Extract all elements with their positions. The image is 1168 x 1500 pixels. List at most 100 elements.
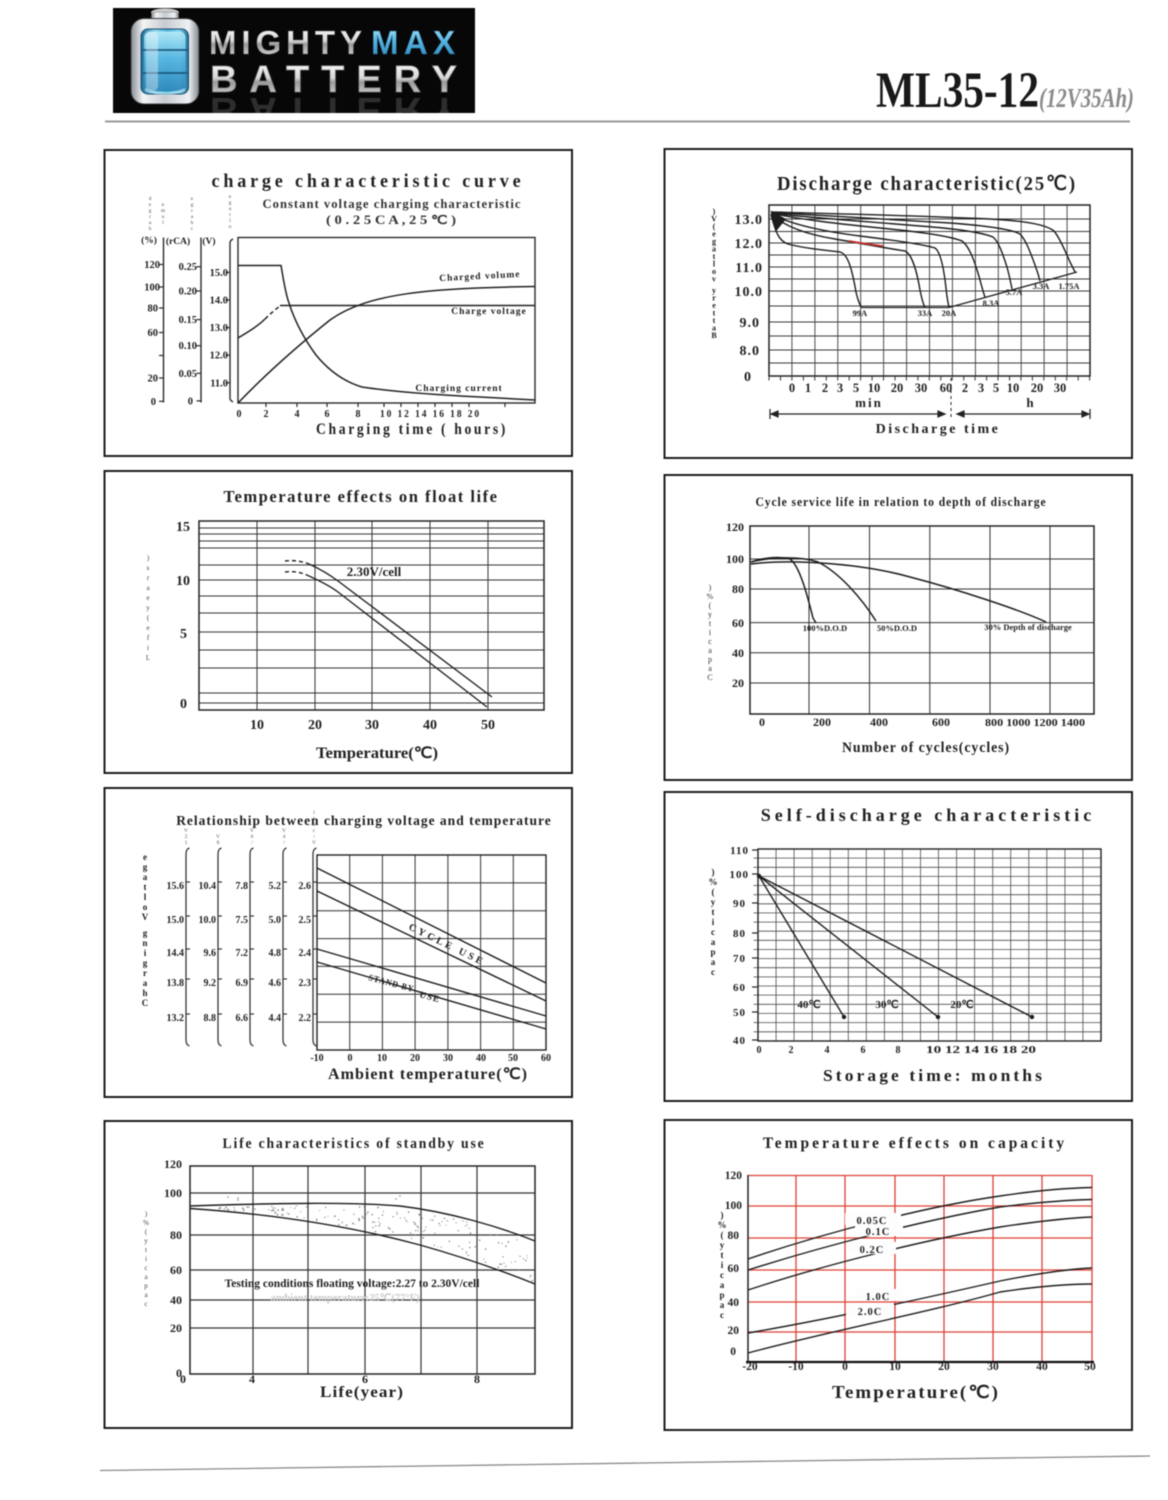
svg-text:200: 200 bbox=[813, 715, 831, 729]
svg-text:15: 15 bbox=[176, 520, 190, 535]
svg-text:30: 30 bbox=[1054, 381, 1067, 395]
svg-text:Temperature(℃): Temperature(℃) bbox=[316, 745, 438, 762]
svg-text:2: 2 bbox=[822, 381, 828, 395]
svg-text:a: a bbox=[720, 1280, 725, 1290]
svg-text:5: 5 bbox=[993, 381, 999, 395]
svg-text:2.6: 2.6 bbox=[299, 881, 312, 892]
svg-text:y: y bbox=[711, 897, 716, 907]
svg-text:c: c bbox=[720, 1270, 724, 1280]
svg-text:5: 5 bbox=[853, 381, 859, 395]
svg-text:m: m bbox=[161, 208, 166, 214]
svg-text:%: % bbox=[718, 1220, 727, 1230]
svg-text:): ) bbox=[145, 1210, 148, 1218]
svg-text:%: % bbox=[707, 592, 714, 601]
svg-text:g: g bbox=[149, 208, 152, 214]
svg-text:100: 100 bbox=[144, 283, 160, 294]
svg-text:V: V bbox=[312, 840, 316, 846]
svg-text:100%D.O.D: 100%D.O.D bbox=[803, 623, 847, 633]
svg-text:i: i bbox=[145, 1255, 147, 1263]
svg-text:Constant voltage charging char: Constant voltage charging characteristic bbox=[263, 197, 522, 211]
svg-text:2: 2 bbox=[789, 1045, 794, 1056]
svg-text:a: a bbox=[708, 646, 712, 655]
svg-text:V: V bbox=[216, 834, 220, 840]
svg-text:14.4: 14.4 bbox=[167, 948, 185, 959]
svg-text:0.10: 0.10 bbox=[179, 341, 197, 352]
svg-text:Charging current: Charging current bbox=[415, 384, 502, 394]
svg-text:400: 400 bbox=[870, 715, 888, 729]
svg-text:a: a bbox=[720, 1300, 725, 1310]
svg-text:13.2: 13.2 bbox=[167, 1013, 185, 1024]
svg-text:8: 8 bbox=[474, 1372, 480, 1386]
svg-text:8: 8 bbox=[217, 840, 220, 846]
svg-text:(: ( bbox=[145, 1228, 148, 1236]
svg-text:t: t bbox=[229, 212, 231, 218]
svg-text:60: 60 bbox=[148, 328, 159, 339]
svg-text:20: 20 bbox=[170, 1321, 182, 1335]
svg-text:1.0C: 1.0C bbox=[866, 1292, 891, 1303]
svg-text:20: 20 bbox=[938, 1361, 950, 1373]
svg-text:c: c bbox=[720, 1310, 724, 1320]
svg-text:y: y bbox=[720, 1240, 725, 1250]
svg-text:ML35-12: ML35-12 bbox=[876, 63, 1039, 119]
svg-text:30: 30 bbox=[443, 1053, 453, 1064]
svg-text:e: e bbox=[229, 194, 232, 200]
svg-text:80: 80 bbox=[728, 1230, 740, 1242]
svg-text:50: 50 bbox=[508, 1053, 518, 1064]
svg-text:Number of cycles(cycles): Number of cycles(cycles) bbox=[842, 740, 1010, 756]
svg-text:0: 0 bbox=[348, 1053, 353, 1064]
svg-text:80: 80 bbox=[148, 304, 159, 315]
svg-text:t: t bbox=[713, 309, 716, 318]
svg-text:80: 80 bbox=[733, 928, 746, 940]
svg-text:a: a bbox=[712, 324, 716, 333]
svg-text:i: i bbox=[709, 628, 712, 637]
svg-text:p: p bbox=[708, 655, 712, 664]
svg-text:d: d bbox=[149, 196, 152, 202]
svg-text:BATTERY: BATTERY bbox=[210, 89, 457, 131]
svg-text:5.2: 5.2 bbox=[269, 881, 282, 892]
svg-text:60: 60 bbox=[940, 381, 953, 395]
svg-text:ambient temperature:25℃(77°F): ambient temperature:25℃(77°F) bbox=[270, 1292, 420, 1304]
svg-text:B: B bbox=[711, 331, 717, 340]
svg-text:charge characteristic curve: charge characteristic curve bbox=[212, 171, 525, 192]
svg-text:/: / bbox=[313, 834, 315, 840]
svg-text:0: 0 bbox=[759, 715, 765, 729]
svg-text:a: a bbox=[712, 245, 716, 254]
svg-text:Discharge time: Discharge time bbox=[876, 422, 1001, 437]
svg-text:6: 6 bbox=[251, 834, 254, 840]
svg-text:Charging time ( hours): Charging time ( hours) bbox=[316, 421, 508, 438]
svg-text:Self-discharge characteristic: Self-discharge characteristic bbox=[761, 805, 1095, 825]
svg-text:120: 120 bbox=[726, 520, 744, 534]
svg-text:h: h bbox=[1026, 395, 1034, 410]
svg-text:20: 20 bbox=[732, 676, 744, 690]
svg-text:6.6: 6.6 bbox=[236, 1013, 249, 1024]
svg-text:20: 20 bbox=[308, 718, 322, 733]
svg-text:2.2: 2.2 bbox=[299, 1013, 312, 1024]
svg-text:8: 8 bbox=[356, 409, 361, 420]
svg-text:l: l bbox=[229, 218, 231, 224]
svg-text:e: e bbox=[146, 594, 149, 602]
svg-text:4: 4 bbox=[825, 1045, 830, 1056]
svg-text:USE: USE bbox=[418, 989, 441, 1004]
svg-text:30: 30 bbox=[915, 381, 928, 395]
svg-text:8: 8 bbox=[896, 1045, 901, 1056]
svg-text:0: 0 bbox=[757, 1045, 762, 1056]
svg-text:20: 20 bbox=[728, 1325, 740, 1337]
svg-text:(: ( bbox=[147, 614, 150, 622]
svg-text:0: 0 bbox=[180, 1372, 186, 1386]
svg-text:120: 120 bbox=[164, 1157, 182, 1171]
svg-text:40: 40 bbox=[170, 1293, 182, 1307]
svg-text:4: 4 bbox=[283, 834, 286, 840]
svg-text:c: c bbox=[711, 927, 715, 937]
svg-text:t: t bbox=[713, 316, 716, 325]
svg-text:o: o bbox=[229, 224, 232, 230]
svg-text:a: a bbox=[143, 978, 148, 988]
svg-text:Temperature(℃): Temperature(℃) bbox=[832, 1382, 1000, 1403]
svg-text:15.0: 15.0 bbox=[210, 268, 228, 279]
svg-text:3: 3 bbox=[837, 381, 843, 395]
svg-text:e: e bbox=[143, 852, 147, 862]
svg-text:0.1C: 0.1C bbox=[866, 1227, 891, 1238]
svg-text:i: i bbox=[144, 948, 147, 958]
svg-text:l: l bbox=[313, 810, 315, 816]
svg-text:%: % bbox=[709, 877, 718, 887]
svg-text:h: h bbox=[149, 226, 152, 232]
